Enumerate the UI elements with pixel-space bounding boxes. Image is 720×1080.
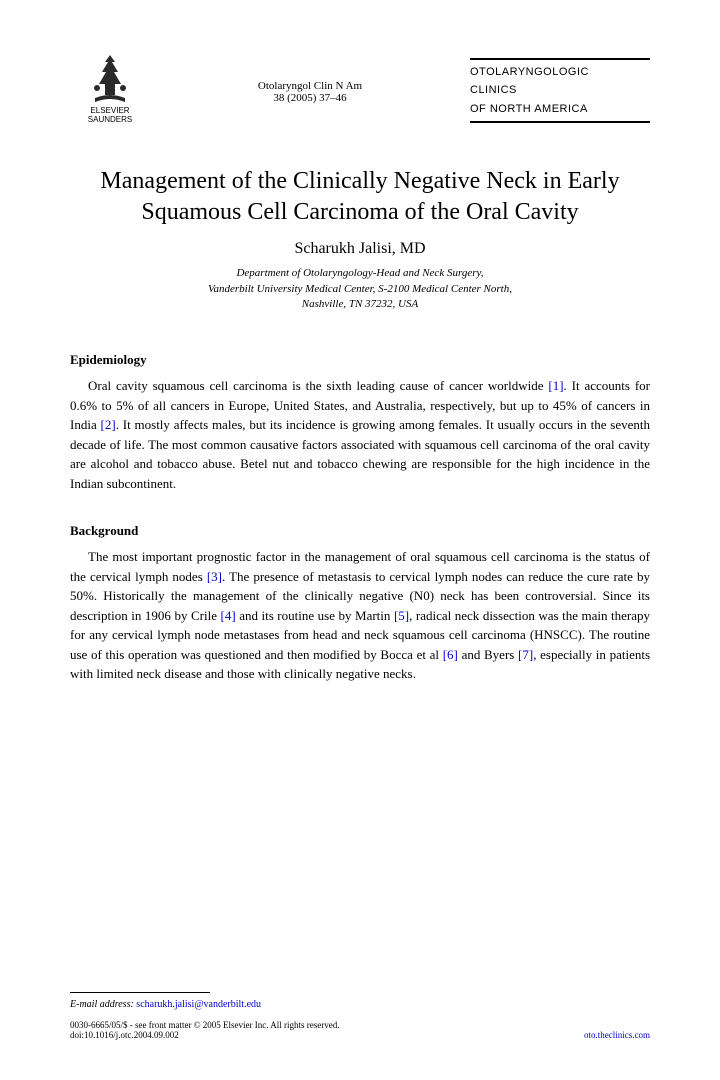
email-label: E-mail address: (70, 999, 134, 1010)
journal-badge: OTOLARYNGOLOGIC CLINICS OF NORTH AMERICA (470, 50, 650, 126)
badge-line1: OTOLARYNGOLOGIC (470, 63, 650, 81)
section-epidemiology: Epidemiology Oral cavity squamous cell c… (70, 352, 650, 493)
author-affiliation: Department of Otolaryngology-Head and Ne… (70, 266, 650, 312)
journal-site-link[interactable]: oto.theclinics.com (584, 1030, 650, 1040)
badge-line3: OF NORTH AMERICA (470, 100, 650, 118)
epi-text-3: . It mostly affects males, but its incid… (70, 417, 650, 491)
doi-text: doi:10.1016/j.otc.2004.09.002 (70, 1030, 179, 1040)
affiliation-line3: Nashville, TN 37232, USA (70, 297, 650, 312)
citation-link-2[interactable]: [2] (101, 417, 116, 432)
copyright-row: 0030-6665/05/$ - see front matter © 2005… (70, 1020, 650, 1030)
page-header: ELSEVIER SAUNDERS Otolaryngol Clin N Am … (70, 50, 650, 126)
elsevier-tree-icon (85, 50, 135, 105)
heading-epidemiology: Epidemiology (70, 352, 650, 368)
copyright-text: 0030-6665/05/$ - see front matter © 2005… (70, 1020, 340, 1030)
epi-text-1: Oral cavity squamous cell carcinoma is t… (88, 378, 548, 393)
citation-link-1[interactable]: [1] (548, 378, 563, 393)
badge-line2: CLINICS (470, 81, 650, 99)
paragraph-background: The most important prognostic factor in … (70, 547, 650, 684)
article-title: Management of the Clinically Negative Ne… (70, 166, 650, 228)
bg-text-3: and its routine use by Martin (236, 608, 394, 623)
publisher-logo-block: ELSEVIER SAUNDERS (70, 50, 150, 125)
citation-link-3[interactable]: [3] (207, 569, 222, 584)
citation-link-5[interactable]: [5] (394, 608, 409, 623)
email-address-link[interactable]: scharukh.jalisi@vanderbilt.edu (136, 999, 261, 1010)
section-background: Background The most important prognostic… (70, 523, 650, 684)
publisher-line2: SAUNDERS (88, 116, 132, 125)
badge-rule-bottom (470, 121, 650, 123)
paragraph-epidemiology: Oral cavity squamous cell carcinoma is t… (70, 376, 650, 493)
heading-background: Background (70, 523, 650, 539)
page-footer: E-mail address: scharukh.jalisi@vanderbi… (70, 992, 650, 1040)
publisher-name: ELSEVIER SAUNDERS (88, 107, 132, 125)
affiliation-line2: Vanderbilt University Medical Center, S-… (70, 282, 650, 297)
bg-text-5: and Byers (458, 647, 518, 662)
affiliation-line1: Department of Otolaryngology-Head and Ne… (70, 266, 650, 281)
author-name: Scharukh Jalisi, MD (70, 240, 650, 258)
volume-pages: 38 (2005) 37–46 (150, 92, 470, 104)
doi-row: doi:10.1016/j.otc.2004.09.002 oto.thecli… (70, 1030, 650, 1040)
journal-abbrev: Otolaryngol Clin N Am (150, 80, 470, 92)
citation-link-4[interactable]: [4] (221, 608, 236, 623)
citation-block: Otolaryngol Clin N Am 38 (2005) 37–46 (150, 50, 470, 104)
email-line: E-mail address: scharukh.jalisi@vanderbi… (70, 999, 650, 1010)
footer-divider (70, 992, 210, 993)
badge-rule-top (470, 58, 650, 60)
citation-link-7[interactable]: [7] (518, 647, 533, 662)
citation-link-6[interactable]: [6] (443, 647, 458, 662)
